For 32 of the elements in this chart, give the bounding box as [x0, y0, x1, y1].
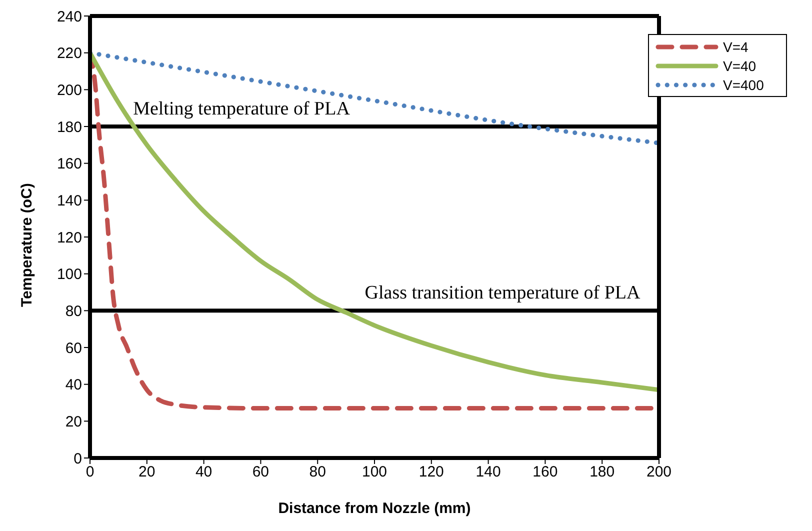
legend-label: V=40: [723, 58, 756, 74]
y-tick-label: 240: [56, 8, 82, 26]
y-tick-label: 20: [65, 413, 82, 430]
x-tick-label: 200: [646, 464, 672, 481]
x-tick-label: 40: [195, 464, 212, 481]
x-tick-label: 140: [476, 464, 501, 481]
y-axis-title: Temperature (oC): [18, 183, 36, 307]
y-tick-label: 140: [56, 192, 82, 210]
ref-line-label: Melting temperature of PLA: [133, 98, 350, 120]
y-tick-label: 60: [65, 340, 82, 357]
x-tick-label: 80: [309, 464, 326, 481]
x-tick-label: 60: [252, 464, 270, 481]
y-tick-label: 100: [56, 266, 82, 284]
x-tick-label: 120: [418, 464, 444, 481]
y-tick-label: 80: [65, 302, 82, 320]
x-tick-label: 0: [86, 464, 94, 481]
x-axis-title: Distance from Nozzle (mm): [278, 500, 471, 517]
y-tick-label: 120: [56, 229, 82, 246]
x-tick-label: 100: [362, 464, 388, 481]
x-tick-label: 20: [138, 464, 156, 481]
y-tick-label: 0: [74, 450, 82, 468]
ref-line-label: Glass transition temperature of PLA: [364, 282, 640, 304]
line-series: [90, 50, 659, 146]
legend-label: V=400: [723, 76, 764, 92]
y-tick-label: 220: [56, 45, 82, 62]
y-tick-label: 40: [65, 376, 82, 394]
y-tick-label: 180: [56, 118, 82, 136]
x-tick-label: 160: [532, 464, 558, 481]
legend-label: V=4: [723, 38, 748, 54]
x-tick-label: 180: [590, 464, 615, 481]
y-tick-label: 200: [56, 82, 82, 99]
y-tick-label: 160: [56, 156, 82, 173]
